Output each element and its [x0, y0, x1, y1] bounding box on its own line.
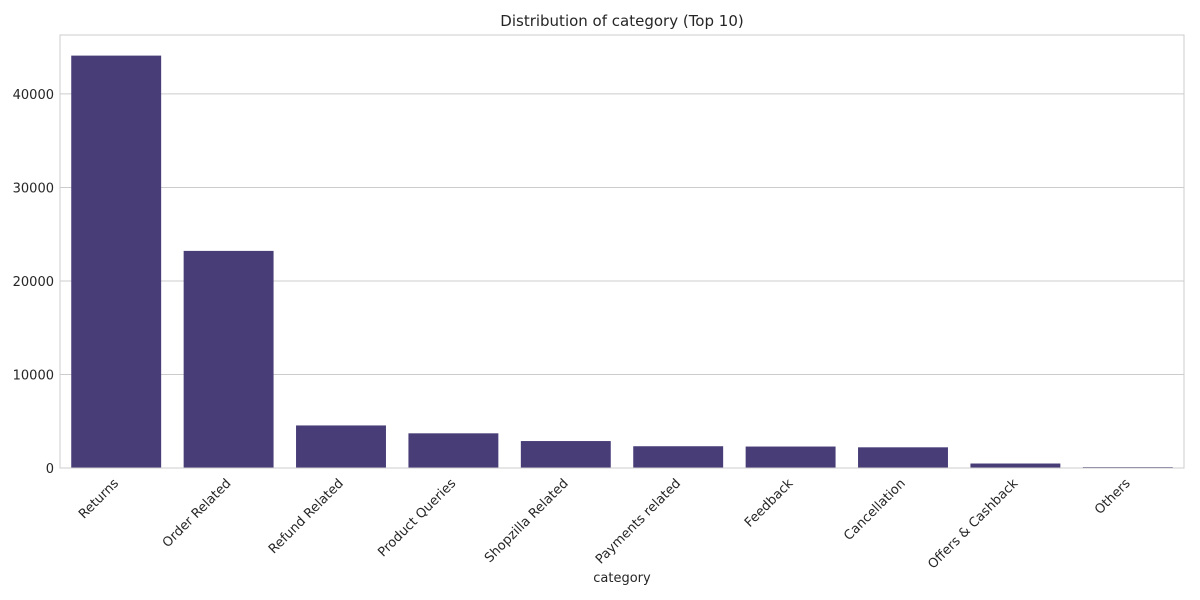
- x-tick-label: Order Related: [160, 476, 235, 551]
- bars: [71, 55, 1173, 468]
- bar-shopzilla-related: [520, 441, 611, 468]
- x-tick-label: Shopzilla Related: [482, 476, 572, 566]
- y-tick-label: 20000: [13, 275, 54, 290]
- x-tick-label: Product Queries: [375, 476, 459, 560]
- bar-cancellation: [858, 447, 948, 468]
- y-tick-labels: 0 10000 20000 30000 40000: [13, 88, 54, 477]
- bar-returns: [71, 55, 162, 468]
- plot-frame: [59, 34, 1185, 469]
- x-tick-label: Offers & Cashback: [925, 476, 1021, 572]
- y-tick-label: 30000: [13, 181, 54, 196]
- bar-product-queries: [408, 433, 499, 468]
- x-tick-labels: Returns Order Related Refund Related Produc…: [76, 476, 1134, 572]
- x-axis-title: category: [593, 571, 651, 586]
- bar-refund-related: [296, 425, 386, 468]
- bar-feedback: [745, 446, 836, 468]
- x-tick-label: Returns: [76, 476, 122, 522]
- x-tick-label: Cancellation: [841, 476, 909, 544]
- bar-offers-cashback: [970, 463, 1061, 468]
- chart-title: Distribution of category (Top 10): [500, 12, 743, 30]
- bar-order-related: [183, 250, 274, 468]
- x-tick-label: Payments related: [593, 476, 684, 567]
- x-tick-label: Feedback: [742, 476, 797, 531]
- y-tick-label: 40000: [13, 88, 54, 103]
- y-tick-label: 10000: [13, 368, 54, 383]
- y-tick-label: 0: [46, 462, 54, 477]
- bar-payments-related: [633, 446, 724, 468]
- x-tick-label: Others: [1092, 476, 1134, 518]
- x-tick-label: Refund Related: [266, 476, 347, 557]
